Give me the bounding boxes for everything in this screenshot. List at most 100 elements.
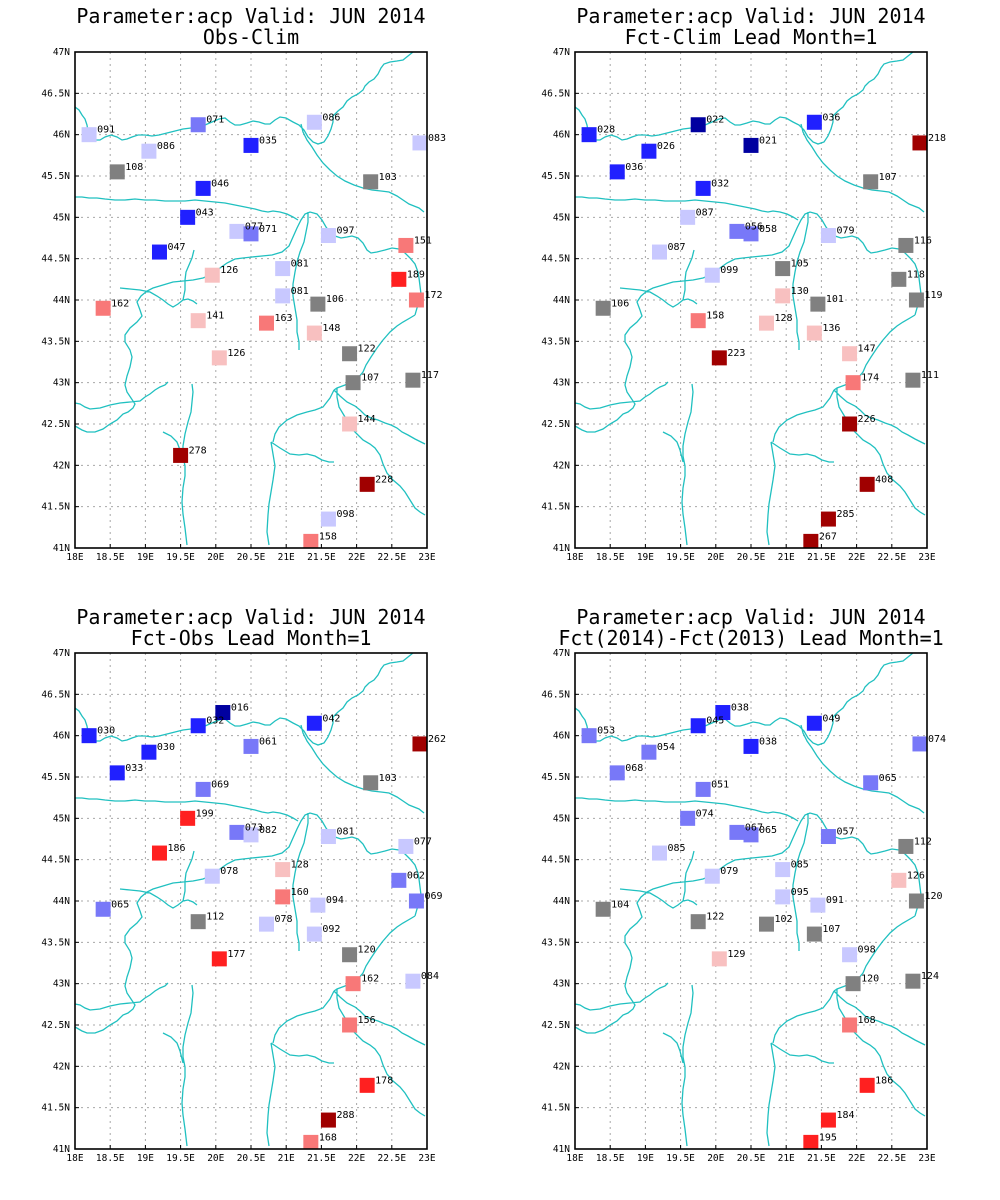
station-marker [81, 127, 97, 143]
axis-ticks: 18E 18.5E 19E 19.5E 20E 20.5E 21E 21.5E 22E 22.5E… [541, 47, 935, 563]
station-marker [391, 271, 407, 287]
station-value-label: 186 [167, 843, 185, 854]
x-tick-label: 18.5E [96, 552, 125, 563]
station-marker [743, 827, 759, 843]
station-value-label: 126 [220, 265, 238, 276]
station-value-label: 129 [727, 949, 745, 960]
station-value-label: 195 [819, 1132, 837, 1143]
station-marker [141, 143, 157, 159]
x-tick-label: 22.5E [377, 1153, 406, 1164]
station-value-label: 074 [928, 734, 946, 745]
station-value-label: 030 [97, 726, 115, 737]
station-marker [680, 209, 696, 225]
y-tick-label: 41N [53, 543, 70, 554]
station-marker [609, 765, 625, 781]
station-value-label: 228 [375, 474, 393, 485]
station-value-label: 278 [189, 445, 207, 456]
station-marker [275, 862, 291, 878]
station-value-label: 032 [206, 716, 224, 727]
station-marker [412, 135, 427, 151]
y-tick-label: 45.5N [41, 171, 70, 182]
station-value-label: 168 [319, 1132, 337, 1143]
y-tick-label: 42.5N [41, 1020, 70, 1031]
station-marker [190, 313, 206, 329]
y-tick-label: 43.5N [541, 937, 570, 948]
station-value-label: 081 [291, 259, 309, 270]
station-marker [359, 1077, 375, 1093]
station-marker [180, 209, 196, 225]
station-marker [820, 1112, 836, 1128]
y-tick-label: 46N [53, 731, 70, 742]
y-tick-label: 45.5N [41, 772, 70, 783]
station-marker [408, 292, 424, 308]
station-marker [680, 810, 696, 826]
station-marker [363, 775, 379, 791]
station-marker [820, 829, 836, 845]
station-value-label: 077 [245, 221, 263, 232]
station-value-label: 107 [361, 373, 379, 384]
station-value-label: 124 [921, 971, 939, 982]
station-value-label: 151 [414, 235, 432, 246]
station-value-label: 102 [774, 914, 792, 925]
station-marker [743, 226, 759, 242]
station-marker [690, 718, 706, 734]
station-marker [820, 511, 836, 527]
station-value-label: 172 [424, 290, 442, 301]
y-tick-label: 42N [553, 1061, 570, 1072]
station-marker [704, 868, 720, 884]
station-marker [842, 416, 858, 432]
station-marker [842, 947, 858, 963]
station-value-label: 285 [836, 509, 854, 520]
station-value-label: 199 [196, 808, 214, 819]
station-marker [729, 824, 745, 840]
station-value-label: 084 [421, 971, 439, 982]
x-tick-label: 19.5E [666, 1153, 695, 1164]
station-value-label: 054 [657, 742, 675, 753]
station-marker [320, 829, 336, 845]
station-marker [581, 728, 597, 744]
y-tick-label: 41.5N [41, 1103, 70, 1114]
y-tick-label: 46N [53, 130, 70, 141]
station-value-label: 147 [858, 344, 876, 355]
station-marker [695, 180, 711, 196]
station-value-label: 160 [291, 887, 309, 898]
station-marker [912, 135, 927, 151]
station-value-label: 119 [924, 290, 942, 301]
station-value-label: 056 [745, 221, 763, 232]
station-value-label: 112 [206, 912, 224, 923]
station-value-label: 045 [706, 716, 724, 727]
station-value-label: 021 [759, 135, 777, 146]
station-marker [806, 325, 822, 341]
station-value-label: 178 [375, 1075, 393, 1086]
station-marker [595, 300, 611, 316]
station-marker [863, 775, 879, 791]
x-tick-label: 23E [418, 552, 435, 563]
station-marker [342, 346, 358, 362]
station-value-label: 061 [259, 736, 277, 747]
x-tick-label: 19E [637, 552, 654, 563]
panel-title: Parameter:acp Valid: JUN 2014 [576, 605, 925, 629]
station-marker [243, 827, 259, 843]
station-marker [243, 738, 259, 754]
station-value-label: 051 [711, 779, 729, 790]
y-tick-label: 47N [553, 648, 570, 659]
station-marker [275, 288, 291, 304]
station-marker [775, 862, 791, 878]
station-value-label: 126 [227, 348, 245, 359]
y-tick-label: 45N [553, 212, 570, 223]
station-value-label: 107 [879, 172, 897, 183]
x-tick-label: 21E [278, 552, 295, 563]
station-value-label: 078 [220, 866, 238, 877]
station-marker [391, 872, 407, 888]
station-value-label: 105 [791, 259, 809, 270]
x-tick-label: 21E [778, 552, 795, 563]
station-value-label: 065 [759, 825, 777, 836]
station-marker [758, 315, 774, 331]
station-marker [310, 296, 326, 312]
y-tick-label: 46.5N [541, 689, 570, 700]
station-value-label: 033 [125, 763, 143, 774]
station-marker [303, 1134, 319, 1149]
station-value-label: 097 [336, 226, 354, 237]
station-value-label: 065 [111, 899, 129, 910]
